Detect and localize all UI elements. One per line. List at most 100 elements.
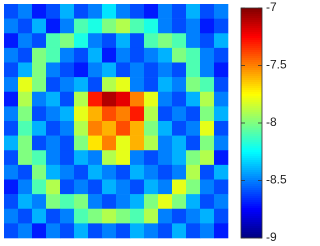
heat-cell — [18, 179, 33, 195]
heat-cell — [60, 194, 75, 210]
heat-cell — [4, 150, 19, 166]
colorbar-swatch — [241, 216, 262, 219]
heat-cell — [186, 121, 201, 136]
heat-cell — [60, 91, 75, 107]
heat-cell — [74, 106, 89, 122]
colorbar-swatch — [241, 72, 262, 75]
heat-cell — [186, 150, 201, 166]
heat-cell — [144, 33, 159, 49]
heat-cell — [158, 208, 173, 224]
colorbar-swatch — [241, 178, 262, 181]
colorbar-swatch — [241, 52, 262, 55]
heat-cell — [102, 4, 117, 19]
heat-cell — [200, 208, 215, 224]
heat-cell — [32, 62, 47, 78]
heat-cell — [4, 179, 19, 195]
heat-cell — [200, 121, 215, 136]
heat-cell — [32, 179, 47, 195]
heat-cell — [4, 106, 19, 122]
heat-cell — [172, 121, 187, 136]
heat-cell — [144, 62, 159, 78]
colorbar-swatch — [241, 80, 262, 83]
heat-cell — [4, 47, 19, 63]
heat-cell — [200, 18, 215, 34]
heat-cell — [158, 223, 173, 239]
heat-cell — [88, 135, 103, 151]
heat-cell — [102, 62, 117, 78]
colorbar-swatch — [241, 168, 262, 171]
heat-cell — [116, 18, 131, 34]
colorbar-swatch — [241, 86, 262, 89]
heat-cell — [4, 4, 19, 19]
colorbar-swatch — [241, 136, 262, 139]
heat-cell — [200, 150, 215, 166]
heat-cell — [74, 194, 89, 210]
heat-cell — [46, 179, 61, 195]
heat-cell — [116, 150, 131, 166]
heat-cell — [144, 179, 159, 195]
colorbar-swatch — [241, 108, 262, 111]
heat-cell — [88, 121, 103, 136]
heat-cell — [88, 18, 103, 34]
heat-cell — [102, 179, 117, 195]
heat-cell — [18, 150, 33, 166]
colorbar-swatch — [241, 194, 262, 197]
heat-cell — [172, 18, 187, 34]
heat-cell — [4, 18, 19, 34]
heat-cell — [158, 18, 173, 34]
heat-cell — [32, 4, 47, 19]
heat-cell — [130, 121, 145, 136]
heat-cell — [102, 194, 117, 210]
heat-cell — [18, 194, 33, 210]
heat-cell — [74, 47, 89, 63]
colorbar-swatch — [241, 98, 262, 101]
heat-cell — [102, 33, 117, 49]
colorbar-swatch — [241, 40, 262, 43]
heat-cell — [46, 62, 61, 78]
colorbar-swatch — [241, 234, 262, 237]
colorbar-tick-label: -7.5 — [266, 58, 287, 72]
heat-cell — [46, 150, 61, 166]
heat-cell — [200, 164, 215, 180]
heat-cell — [46, 18, 61, 34]
heat-cell — [214, 150, 229, 166]
heat-cell — [172, 164, 187, 180]
heat-cell — [186, 223, 201, 239]
heat-cell — [88, 4, 103, 19]
colorbar-swatch — [241, 158, 262, 161]
colorbar-swatch — [241, 38, 262, 41]
heat-cell — [144, 91, 159, 107]
heat-cell — [130, 150, 145, 166]
heat-cell — [4, 62, 19, 78]
colorbar-swatch — [241, 236, 262, 239]
heat-cell — [186, 33, 201, 49]
heat-cell — [144, 223, 159, 239]
colorbar-swatch — [241, 28, 262, 31]
heat-cell — [60, 179, 75, 195]
colorbar-swatch — [241, 146, 262, 149]
heat-cell — [116, 62, 131, 78]
heat-cell — [74, 135, 89, 151]
heat-cell — [74, 4, 89, 19]
colorbar-swatch — [241, 130, 262, 133]
heat-cell — [214, 164, 229, 180]
heat-cell — [46, 4, 61, 19]
heat-cell — [186, 164, 201, 180]
heat-cell — [88, 223, 103, 239]
heat-cell — [46, 33, 61, 49]
heat-cell — [158, 91, 173, 107]
heat-cell — [4, 121, 19, 136]
colorbar-swatch — [241, 190, 262, 193]
heat-cell — [200, 223, 215, 239]
colorbar-swatch — [241, 180, 262, 183]
heat-cell — [74, 62, 89, 78]
heat-cell — [88, 208, 103, 224]
colorbar-swatch — [241, 94, 262, 97]
heat-cell — [116, 33, 131, 49]
heat-cell — [130, 62, 145, 78]
heat-cell — [186, 47, 201, 63]
colorbar-swatch — [241, 172, 262, 175]
heat-cell — [18, 164, 33, 180]
colorbar-swatch — [241, 64, 262, 67]
heat-cell — [74, 223, 89, 239]
